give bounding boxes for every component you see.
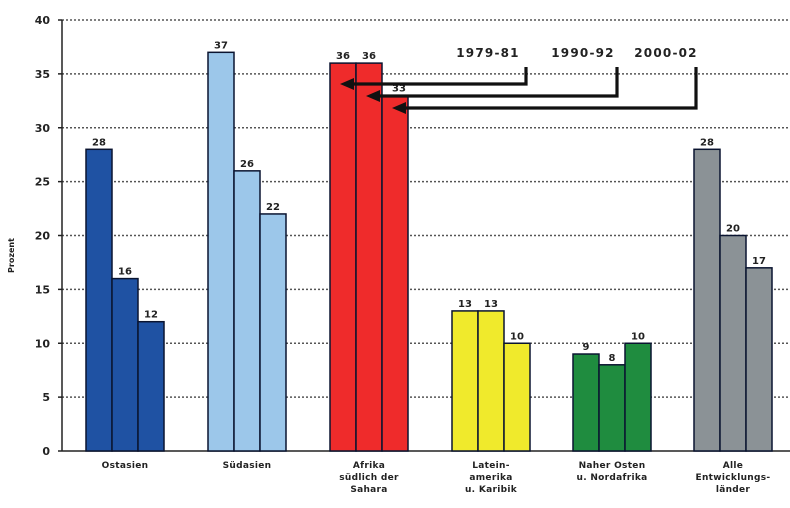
- legend-arrow-head: [392, 102, 406, 114]
- legend-arrow-head: [366, 90, 380, 102]
- data-label: 8: [609, 353, 616, 364]
- y-tick-label: 35: [35, 68, 50, 81]
- x-tick-label: Alle: [723, 461, 743, 471]
- x-tick-label: u. Nordafrika: [576, 473, 647, 483]
- data-label: 13: [458, 299, 472, 310]
- bar-1-1979-81: [85, 148, 113, 452]
- y-tick-label: 0: [42, 445, 50, 458]
- data-label: 10: [631, 331, 645, 342]
- bar-5-1979-81: [572, 353, 600, 452]
- x-tick-label: Südasien: [223, 461, 272, 471]
- data-label: 33: [392, 83, 406, 94]
- y-tick-label: 10: [35, 337, 51, 350]
- bar-2-1990-92: [233, 170, 261, 452]
- data-label: 12: [144, 310, 158, 321]
- x-tick-label: Naher Osten: [579, 461, 646, 471]
- bar-2-1979-81: [207, 51, 235, 452]
- data-label: 36: [336, 51, 350, 62]
- bar-1-2000-02: [137, 320, 165, 452]
- data-label: 28: [700, 137, 714, 148]
- legend-arrow-line: [378, 67, 619, 98]
- x-tick-label: Latein-: [472, 461, 510, 471]
- bar-6-2000-02: [745, 267, 773, 452]
- x-tick-label: u. Karibik: [465, 485, 518, 495]
- bar-6-1979-81: [693, 148, 721, 452]
- legend-arrow-line: [404, 67, 698, 110]
- y-tick-label: 5: [42, 391, 50, 404]
- bar-4-1979-81: [451, 310, 479, 452]
- data-label: 17: [752, 256, 766, 267]
- x-tick-label: Sahara: [350, 485, 387, 495]
- x-tick-label: amerika: [469, 473, 512, 483]
- bar-4-1990-92: [477, 310, 505, 452]
- data-label: 22: [266, 202, 280, 213]
- bar-4-2000-02: [503, 342, 531, 452]
- bar-3-2000-02: [381, 94, 409, 452]
- data-label: 20: [726, 224, 740, 235]
- x-tick-label: südlich der: [339, 473, 399, 483]
- legend-arrow-head: [340, 78, 354, 90]
- bar-1-1990-92: [111, 277, 139, 452]
- data-label: 36: [362, 51, 376, 62]
- data-label: 28: [92, 137, 106, 148]
- x-tick-label: Afrika: [353, 461, 385, 471]
- data-label: 26: [240, 159, 254, 170]
- data-label: 9: [583, 342, 590, 353]
- y-tick-label: 15: [35, 283, 50, 296]
- bar-3-1979-81: [329, 62, 357, 452]
- legend-label: 1990-92: [551, 46, 614, 60]
- y-tick-label: 40: [35, 14, 51, 27]
- bar-6-1990-92: [719, 234, 747, 452]
- data-label: 37: [214, 40, 228, 51]
- bar-5-1990-92: [598, 364, 626, 452]
- data-label: 16: [118, 267, 132, 278]
- x-tick-label: länder: [716, 485, 751, 495]
- bar-2-2000-02: [259, 213, 287, 452]
- y-tick-label: 30: [35, 122, 51, 135]
- y-axis-label: Prozent: [7, 238, 16, 273]
- legend-label: 2000-02: [634, 46, 697, 60]
- y-tick-label: 25: [35, 176, 50, 189]
- bar-5-2000-02: [624, 342, 652, 452]
- data-label: 10: [510, 331, 524, 342]
- bar-3-1990-92: [355, 62, 383, 452]
- y-tick-label: 20: [35, 230, 51, 243]
- data-label: 13: [484, 299, 498, 310]
- x-tick-label: Ostasien: [102, 461, 149, 471]
- legend-arrow-line: [352, 67, 528, 86]
- legend-label: 1979-81: [456, 46, 519, 60]
- x-tick-label: Entwicklungs-: [696, 473, 771, 483]
